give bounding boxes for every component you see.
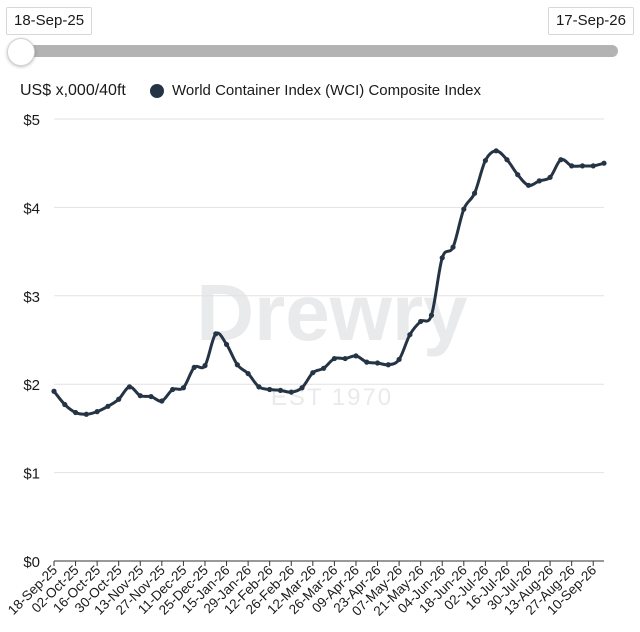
data-point xyxy=(180,385,187,391)
y-tick-label: $3 xyxy=(23,289,40,306)
start-date-label: 18-Sep-25 xyxy=(6,7,93,35)
data-point xyxy=(116,396,122,402)
data-point xyxy=(126,384,133,390)
data-point xyxy=(601,160,607,166)
chart-series xyxy=(51,148,607,417)
date-range-slider-handle[interactable] xyxy=(7,38,35,66)
data-point xyxy=(83,411,89,417)
y-tick-label: $2 xyxy=(23,377,40,394)
date-range-slider-track[interactable] xyxy=(8,45,618,57)
legend-marker xyxy=(150,83,164,98)
data-point xyxy=(461,206,467,212)
series-line-wci xyxy=(52,149,605,416)
watermark: Drewry EST 1970 xyxy=(196,268,468,411)
data-point xyxy=(223,341,230,348)
data-point xyxy=(159,398,165,404)
y-tick-label: $1 xyxy=(23,466,40,483)
data-point xyxy=(148,393,154,400)
data-point xyxy=(245,370,251,377)
data-point xyxy=(331,355,337,362)
data-point xyxy=(428,312,435,318)
watermark-brand: Drewry xyxy=(196,268,468,357)
chart-gridlines xyxy=(54,118,604,562)
data-point xyxy=(407,332,413,338)
y-tick-label: $4 xyxy=(23,200,40,217)
data-point xyxy=(493,148,499,154)
end-date-label: 17-Sep-26 xyxy=(547,7,634,35)
data-point xyxy=(277,387,284,393)
data-point xyxy=(579,163,586,169)
data-point xyxy=(213,331,219,337)
data-point xyxy=(51,388,57,394)
data-point xyxy=(374,360,381,366)
data-point xyxy=(482,157,488,164)
data-point xyxy=(558,157,564,163)
data-point xyxy=(396,356,402,363)
data-point xyxy=(94,409,100,415)
chart-legend[interactable]: World Container Index (WCI) Composite In… xyxy=(150,82,481,99)
data-point xyxy=(504,157,510,163)
data-point xyxy=(62,401,68,408)
wci-line-chart: Drewry EST 1970 $0 $1 $2 $3 $4 $5 18-Sep-2502… xyxy=(5,112,607,619)
data-point xyxy=(310,370,316,376)
legend-label: World Container Index (WCI) Composite In… xyxy=(172,82,482,99)
data-point xyxy=(191,364,197,371)
data-point xyxy=(321,365,327,371)
data-point xyxy=(515,172,521,178)
y-axis-ticks: $0 $1 $2 $3 $4 $5 xyxy=(23,112,40,571)
data-point xyxy=(342,355,348,362)
data-point xyxy=(536,178,542,184)
data-point xyxy=(364,359,370,365)
data-point xyxy=(450,244,456,250)
data-point xyxy=(105,403,111,409)
data-point xyxy=(137,393,143,399)
data-point xyxy=(267,386,273,393)
data-point xyxy=(569,163,575,169)
data-point xyxy=(547,174,553,180)
data-point xyxy=(525,182,532,188)
data-point xyxy=(234,362,240,368)
data-point xyxy=(353,353,359,359)
data-point xyxy=(170,386,176,393)
data-point xyxy=(256,384,262,390)
data-point xyxy=(471,190,478,196)
watermark-est: EST 1970 xyxy=(271,384,393,411)
y-axis-unit-label: US$ x,000/40ft xyxy=(20,82,126,99)
x-axis-ticks: 18-Sep-2502-Oct-2516-Oct-2530-Oct-2513-N… xyxy=(5,561,599,619)
data-point xyxy=(590,163,596,169)
data-point xyxy=(418,318,424,325)
y-tick-label: $0 xyxy=(23,554,40,571)
data-point xyxy=(385,362,391,368)
y-tick-label: $5 xyxy=(23,112,40,129)
data-point xyxy=(202,363,208,369)
data-point xyxy=(72,409,79,416)
data-point xyxy=(439,255,445,261)
data-point xyxy=(288,389,294,395)
data-point xyxy=(299,385,305,391)
